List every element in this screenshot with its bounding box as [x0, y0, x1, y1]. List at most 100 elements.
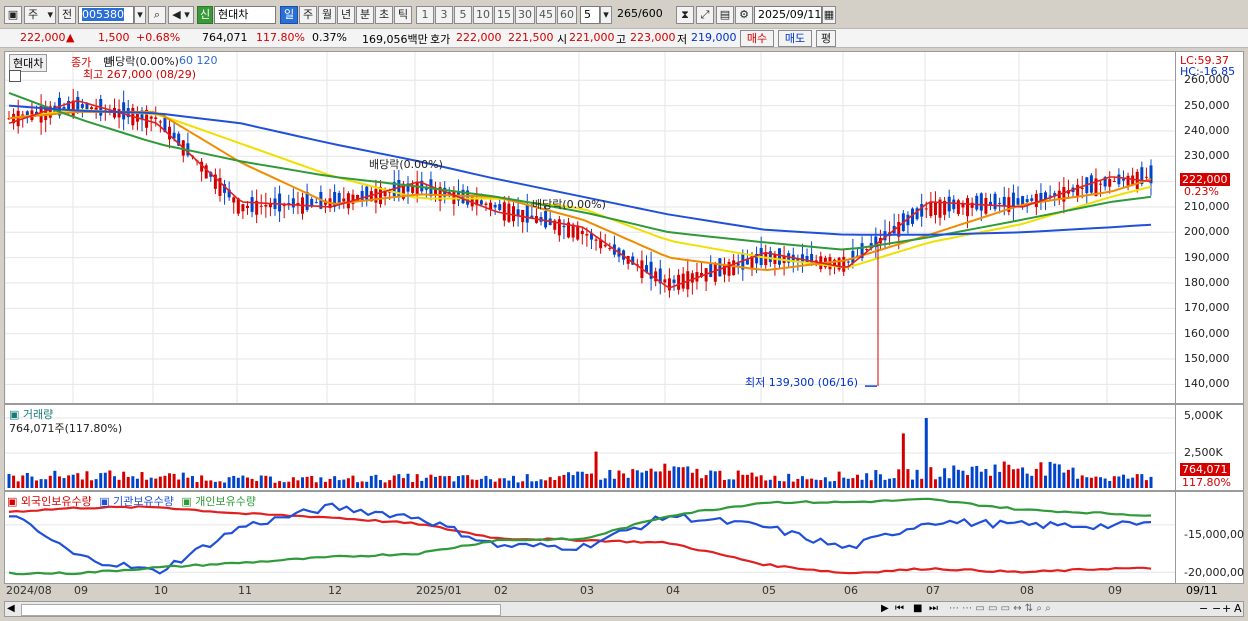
eval-button[interactable]: 평 — [816, 30, 836, 47]
save-icon[interactable]: ▤ — [716, 6, 734, 24]
change-percent: +0.68% — [136, 31, 181, 44]
scroll-right-icon[interactable]: ▶ — [881, 603, 889, 614]
volume-bar — [1085, 477, 1089, 488]
volume-bar — [612, 478, 616, 488]
interval-button[interactable]: 15 — [494, 6, 514, 24]
price-candle — [915, 208, 919, 220]
volume-bar — [1066, 469, 1070, 488]
volume-bar — [741, 474, 745, 488]
zoom-in-icon[interactable]: + — [1222, 602, 1232, 615]
search-icon[interactable]: ⌕ — [148, 6, 166, 24]
period-button-month[interactable]: 월 — [318, 6, 336, 24]
interval-input[interactable]: 5 — [580, 6, 600, 24]
price-candle — [608, 248, 612, 250]
volume-bar — [1071, 467, 1075, 488]
date-field[interactable]: 2025/09/11 — [754, 6, 822, 24]
scroll-thumb[interactable] — [21, 604, 501, 616]
interval-button[interactable]: 1 — [416, 6, 434, 24]
volume-bar — [218, 481, 222, 488]
holdings-chart[interactable] — [5, 492, 1175, 583]
volume-bar — [25, 472, 29, 488]
period-button-second[interactable]: 초 — [375, 6, 393, 24]
volume-bar — [190, 476, 194, 488]
minus-icon[interactable]: − — [1212, 602, 1222, 615]
price-candle — [906, 214, 910, 226]
period-button-year[interactable]: 년 — [337, 6, 355, 24]
volume-chart[interactable] — [5, 405, 1175, 490]
volume-bar — [993, 464, 997, 488]
ma60-line — [8, 91, 1152, 251]
interval-button[interactable]: 3 — [435, 6, 453, 24]
price-candle — [631, 256, 635, 265]
period-button-minute[interactable]: 분 — [356, 6, 374, 24]
volume-bar — [103, 472, 107, 488]
draw-tool-icon[interactable]: ⤢ — [696, 6, 714, 24]
price-candle — [310, 198, 314, 206]
gear-icon[interactable]: ⚙ — [735, 6, 753, 24]
candle-type-icon[interactable]: ⧗ — [676, 6, 694, 24]
interval-button[interactable]: 45 — [536, 6, 556, 24]
period-button-tick[interactable]: 틱 — [394, 6, 412, 24]
volume-bar — [1089, 477, 1093, 488]
price-candle — [223, 184, 227, 193]
price-candle — [122, 102, 126, 120]
interval-button[interactable]: 60 — [557, 6, 577, 24]
speaker-icon[interactable]: ◀ ▾ — [168, 6, 194, 24]
volume-bar — [626, 477, 630, 488]
volume-bar — [328, 478, 332, 488]
bid-price-1: 222,000 — [456, 31, 502, 44]
volume-bar — [291, 477, 295, 488]
auto-scale-icon[interactable]: A — [1234, 602, 1242, 615]
price-candle — [213, 174, 217, 189]
price-candle — [168, 126, 172, 140]
price-candle — [745, 258, 749, 265]
volume-bar — [356, 482, 360, 488]
data-count-field[interactable]: 265/600 — [614, 6, 670, 24]
stock-code-input[interactable]: 005380 — [78, 6, 134, 24]
interval-button[interactable]: 5 — [454, 6, 472, 24]
volume-bar — [1126, 478, 1130, 488]
price-candle — [498, 204, 502, 210]
volume-bar — [732, 479, 736, 488]
low-annotation: 최저 139,300 (06/16) — [745, 376, 859, 389]
type-select[interactable]: 주 ▾ — [24, 6, 56, 24]
chevron-down-icon: ▾ — [47, 8, 53, 21]
price-candle — [1034, 193, 1038, 208]
interval-dropdown-icon[interactable]: ▾ — [600, 6, 612, 24]
price-candle — [1121, 179, 1125, 181]
interval-button[interactable]: 30 — [515, 6, 535, 24]
code-dropdown-icon[interactable]: ▾ — [134, 6, 146, 24]
price-candle — [374, 189, 378, 203]
zoom-out-icon[interactable]: − — [1199, 602, 1209, 615]
volume-bar — [562, 474, 566, 488]
volume-bar — [67, 475, 71, 488]
price-chart[interactable] — [5, 52, 1175, 403]
scroll-left-icon[interactable]: ◀ — [7, 603, 15, 614]
period-button-day[interactable]: 일 — [280, 6, 298, 24]
volume-bar — [209, 480, 213, 488]
current-price: 222,000 — [20, 31, 66, 44]
draw-tools-icon[interactable]: ⋯ ⋯ ▭ ▭ ▭ ↔ ⇅ ⌕ ⌕ — [949, 603, 1051, 614]
chart-scrollbar[interactable]: ◀ ▶ ⏮ ■ ⏭ ⋯ ⋯ ▭ ▭ ▭ ↔ ⇅ ⌕ ⌕ − − + A — [4, 601, 1244, 617]
calendar-icon[interactable]: ▦ — [822, 6, 836, 24]
panel-option-icon[interactable] — [9, 70, 21, 82]
volume-bar — [383, 482, 387, 488]
sell-button[interactable]: 매도 — [778, 30, 812, 47]
price-candle — [713, 264, 717, 282]
volume-bar — [778, 480, 782, 488]
current-price-tag: 222,000 — [1180, 173, 1230, 186]
rewind-icon[interactable]: ⏮ — [895, 603, 904, 614]
stop-icon[interactable]: ■ — [913, 603, 923, 614]
window-menu-icon[interactable]: ▣ — [4, 6, 22, 24]
prev-button[interactable]: 전 — [58, 6, 76, 24]
forward-icon[interactable]: ⏭ — [929, 603, 938, 614]
stock-name-field[interactable]: 현대차 — [214, 6, 276, 24]
volume-bar — [773, 475, 777, 488]
interval-button[interactable]: 10 — [473, 6, 493, 24]
price-candle — [264, 204, 268, 207]
period-button-week[interactable]: 주 — [299, 6, 317, 24]
volume-bar — [21, 475, 25, 488]
volume-bar — [557, 476, 561, 488]
volume-bar — [677, 467, 681, 488]
buy-button[interactable]: 매수 — [740, 30, 774, 47]
